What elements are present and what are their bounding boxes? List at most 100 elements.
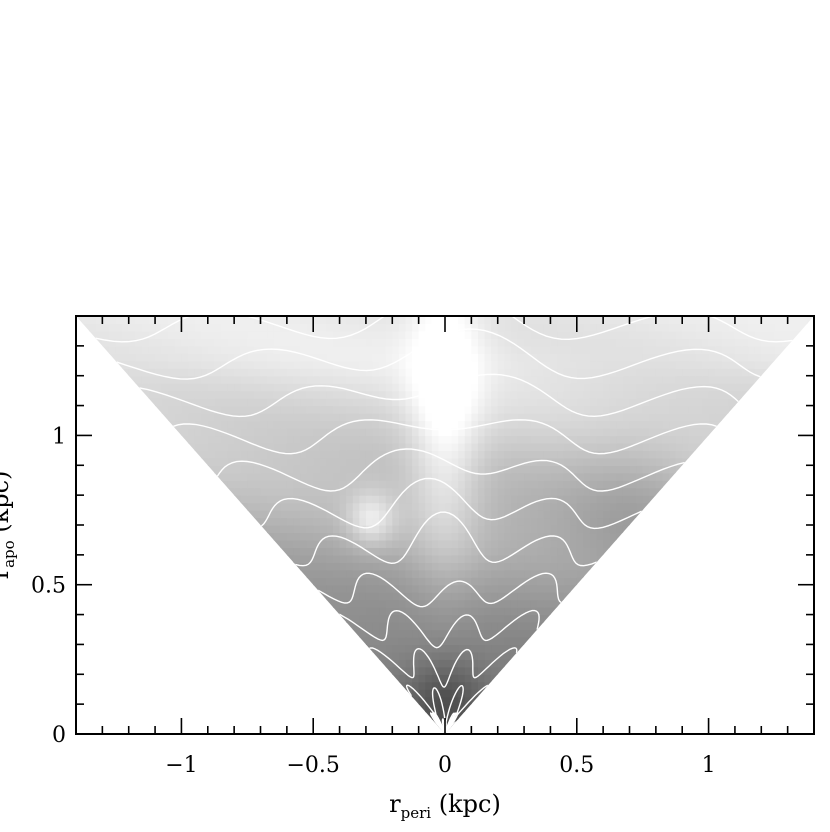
heatmap-cell bbox=[530, 345, 538, 354]
contour-line bbox=[139, 373, 739, 418]
heatmap-cell bbox=[438, 502, 446, 511]
contour-line bbox=[260, 477, 642, 530]
heatmap-cell bbox=[247, 405, 255, 414]
heatmap-cell bbox=[464, 383, 472, 392]
heatmap-cell bbox=[425, 614, 433, 623]
heatmap-cell bbox=[168, 353, 176, 362]
heatmap-cell bbox=[596, 413, 604, 422]
heatmap-cell bbox=[365, 330, 374, 339]
heatmap-cell bbox=[510, 368, 519, 377]
heatmap-cell bbox=[128, 353, 136, 362]
heatmap-cell bbox=[425, 562, 433, 571]
heatmap-cell bbox=[267, 480, 275, 489]
heatmap-cell bbox=[537, 442, 545, 451]
heatmap-cell bbox=[557, 457, 565, 466]
heatmap-cell bbox=[293, 517, 301, 526]
heatmap-cell bbox=[471, 592, 479, 601]
heatmap-cell bbox=[543, 547, 552, 556]
heatmap-cell bbox=[247, 375, 255, 384]
heatmap-cell bbox=[451, 532, 459, 541]
heatmap-cell bbox=[741, 353, 749, 362]
heatmap-cell bbox=[286, 390, 295, 399]
heatmap-cell bbox=[524, 495, 532, 504]
heatmap-cell bbox=[267, 442, 275, 451]
heatmap-cell bbox=[300, 539, 308, 548]
heatmap-cell bbox=[359, 532, 367, 541]
heatmap-cell bbox=[398, 674, 407, 683]
heatmap-cell bbox=[412, 622, 420, 631]
heatmap-cell bbox=[550, 323, 558, 332]
heatmap-cell bbox=[365, 487, 374, 496]
heatmap-cell bbox=[306, 495, 314, 504]
heatmap-cell bbox=[372, 495, 380, 504]
heatmap-cell bbox=[477, 629, 486, 638]
contour-line bbox=[430, 712, 457, 734]
heatmap-cell bbox=[240, 450, 248, 459]
heatmap-cell bbox=[497, 666, 505, 675]
heatmap-cell bbox=[227, 316, 235, 325]
heatmap-cell bbox=[543, 480, 552, 489]
heatmap-cell bbox=[431, 480, 440, 489]
heatmap-cell bbox=[102, 323, 110, 332]
heatmap-cell bbox=[352, 502, 360, 511]
heatmap-cell bbox=[220, 323, 229, 332]
heatmap-cell bbox=[372, 405, 380, 414]
heatmap-cell bbox=[286, 383, 295, 392]
heatmap-cell bbox=[524, 599, 532, 608]
heatmap-cell bbox=[524, 622, 532, 631]
heatmap-cell bbox=[425, 502, 433, 511]
heatmap-cell bbox=[583, 368, 591, 377]
heatmap-cell bbox=[510, 338, 519, 347]
heatmap-cell bbox=[458, 651, 466, 660]
heatmap-cell bbox=[603, 338, 611, 347]
heatmap-cell bbox=[365, 577, 374, 586]
heatmap-cell bbox=[504, 502, 512, 511]
heatmap-cell bbox=[629, 420, 637, 429]
heatmap-cell bbox=[365, 554, 374, 563]
heatmap-cell bbox=[570, 442, 578, 451]
heatmap-cell bbox=[662, 323, 670, 332]
heatmap-cell bbox=[557, 368, 565, 377]
heatmap-cell bbox=[484, 413, 492, 422]
heatmap-cell bbox=[135, 338, 143, 347]
heatmap-cell bbox=[570, 569, 578, 578]
heatmap-cell bbox=[412, 368, 420, 377]
heatmap-cell bbox=[425, 390, 433, 399]
heatmap-cell bbox=[359, 405, 367, 414]
heatmap-cell bbox=[629, 517, 637, 526]
heatmap-cell bbox=[596, 353, 604, 362]
heatmap-cell bbox=[471, 636, 479, 646]
heatmap-cell bbox=[504, 420, 512, 429]
heatmap-cell bbox=[451, 465, 459, 474]
heatmap-cell bbox=[669, 457, 677, 466]
heatmap-cell bbox=[115, 323, 123, 332]
heatmap-cell bbox=[398, 442, 407, 451]
heatmap-cell bbox=[603, 420, 611, 429]
heatmap-cell bbox=[214, 383, 222, 392]
heatmap-cell bbox=[365, 435, 374, 444]
heatmap-cell bbox=[530, 629, 538, 638]
heatmap-cell bbox=[102, 338, 110, 347]
heatmap-cell bbox=[721, 383, 729, 392]
heatmap-cell bbox=[695, 390, 703, 399]
heatmap-cell bbox=[701, 413, 710, 422]
heatmap-cell bbox=[451, 636, 459, 646]
heatmap-cell bbox=[280, 383, 288, 392]
heatmap-cell bbox=[181, 375, 189, 384]
heatmap-cell bbox=[207, 338, 215, 347]
heatmap-cell bbox=[445, 651, 453, 660]
heatmap-cell bbox=[622, 442, 631, 451]
heatmap-cell bbox=[214, 442, 222, 451]
heatmap-cell bbox=[471, 420, 479, 429]
heatmap-cell bbox=[418, 420, 426, 429]
heatmap-cell bbox=[214, 413, 222, 422]
heatmap-cell bbox=[537, 405, 545, 414]
heatmap-cell bbox=[267, 495, 275, 504]
heatmap-cell bbox=[510, 405, 519, 414]
heatmap-cell bbox=[412, 316, 420, 325]
heatmap-cell bbox=[642, 375, 650, 384]
heatmap-cell bbox=[649, 457, 657, 466]
heatmap-cell bbox=[280, 360, 288, 369]
heatmap-cell bbox=[530, 569, 538, 578]
heatmap-cell bbox=[589, 413, 598, 422]
